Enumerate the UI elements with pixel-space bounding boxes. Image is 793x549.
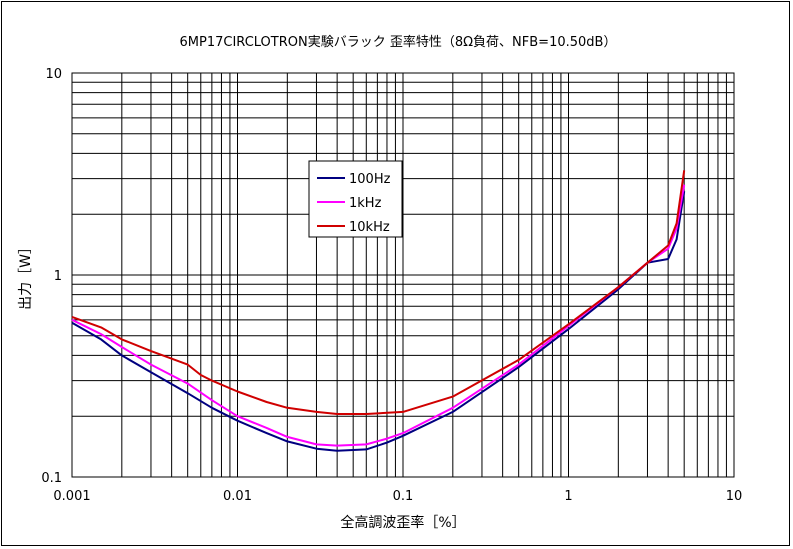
legend-label: 10kHz	[349, 220, 390, 235]
x-tick-label: 0.1	[393, 489, 414, 504]
legend-label: 1kHz	[349, 196, 382, 211]
grid-lines	[72, 73, 734, 477]
y-tick-label: 0.1	[41, 471, 62, 486]
y-axis-label: 出力［W］	[18, 240, 34, 310]
x-axis-label: 全高調波歪率［%］	[340, 514, 465, 531]
y-tick-label: 1	[54, 269, 62, 284]
series-layer	[71, 170, 686, 452]
x-tick-labels: 0.001 0.01 0.1 1 10	[53, 489, 742, 504]
y-tick-label: 10	[45, 67, 62, 82]
x-tick-label: 1	[564, 489, 572, 504]
x-tick-label: 10	[726, 489, 743, 504]
plot-area	[71, 72, 735, 478]
y-tick-labels: 0.1 1 10	[41, 67, 62, 486]
legend-label: 100Hz	[349, 172, 391, 187]
x-tick-label: 0.01	[223, 489, 252, 504]
series-line	[71, 170, 686, 415]
x-tick-label: 0.001	[53, 489, 90, 504]
chart-title: 6MP17CIRCLOTRON実験バラック 歪率特性（8Ω負荷、NFB=10.5…	[180, 34, 617, 50]
legend: 100Hz 1kHz 10kHz	[308, 160, 403, 238]
legend-box	[308, 160, 403, 238]
